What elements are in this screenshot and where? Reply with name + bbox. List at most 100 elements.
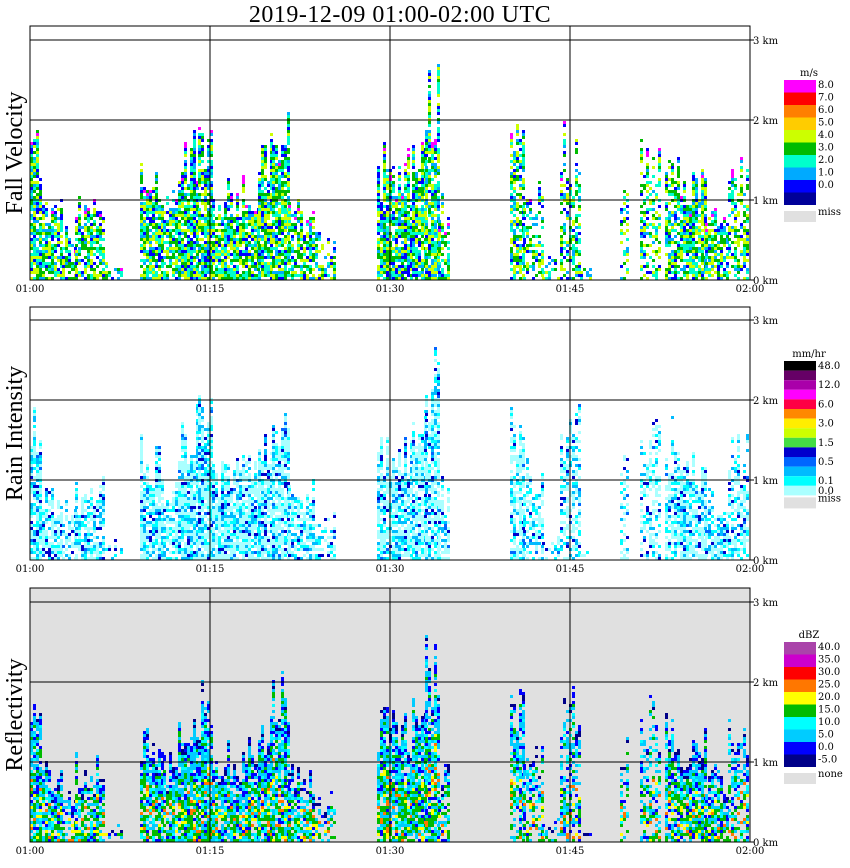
legend-label: 1.5 — [818, 438, 834, 449]
legend-label: 0.0 — [818, 486, 834, 497]
y-tick-label: 1 km — [753, 758, 779, 769]
x-tick-label: 02:00 — [736, 846, 765, 857]
legend-swatch — [784, 679, 816, 692]
legend-label: 6.0 — [818, 399, 834, 410]
legend-swatch — [784, 704, 816, 717]
legend-swatch — [784, 370, 816, 381]
legend-label: 2.0 — [818, 155, 834, 166]
legend-label: 1.0 — [818, 168, 834, 179]
x-tick-label: 01:45 — [556, 284, 585, 295]
legend-label: 0.1 — [818, 476, 834, 487]
legend-missing-label: none — [818, 769, 843, 780]
y-tick-label: 1 km — [753, 476, 779, 487]
legend-swatch — [784, 418, 816, 429]
legend-swatch — [784, 476, 816, 486]
legend-label: 5.0 — [818, 118, 834, 129]
y-tick-label: 0 km — [753, 556, 779, 567]
legend-missing-swatch — [784, 211, 816, 222]
y-tick-label: 2 km — [753, 396, 779, 407]
legend-label: 15.0 — [818, 705, 840, 716]
legend-swatch — [784, 729, 816, 742]
figure-title: 2019-12-09 01:00-02:00 UTC — [248, 2, 552, 28]
x-tick-label: 01:15 — [196, 846, 225, 857]
legend-unit: m/s — [800, 68, 818, 79]
legend-label: 8.0 — [818, 80, 834, 91]
legend-label: 0.0 — [818, 742, 834, 753]
legend-swatch — [784, 466, 816, 477]
legend-swatch — [784, 642, 816, 655]
x-tick-label: 01:00 — [16, 284, 45, 295]
legend-swatch — [784, 167, 816, 180]
row-label: Reflectivity — [2, 658, 28, 771]
legend-label: 25.0 — [818, 680, 840, 691]
legend-swatch — [784, 180, 816, 193]
legend-label: 3.0 — [818, 419, 834, 430]
y-tick-label: 2 km — [753, 678, 779, 689]
legend-swatch — [784, 142, 816, 155]
y-tick-label: 3 km — [753, 316, 779, 327]
legend-swatch — [784, 105, 816, 118]
legend-swatch — [784, 399, 816, 409]
legend-label: 35.0 — [818, 655, 840, 666]
legend-label: 40.0 — [818, 642, 840, 653]
plot-frame — [29, 306, 751, 561]
panel-fall-velocity: 0 km 1 km 2 km 3 km 01:00 01:15 01:30 01:45 02:0… — [2, 25, 841, 295]
legend-swatch — [784, 155, 816, 168]
legend-swatch — [784, 130, 816, 143]
data-field — [30, 347, 749, 560]
legend-swatch — [784, 409, 816, 419]
legend-swatch — [784, 437, 816, 448]
legend-unit: mm/hr — [792, 349, 826, 360]
row-label: Rain Intensity — [2, 366, 28, 501]
y-tick-label: 3 km — [753, 36, 779, 47]
legend-swatch — [784, 754, 816, 767]
x-tick-label: 01:30 — [376, 284, 405, 295]
y-tick-label: 1 km — [753, 196, 779, 207]
x-tick-label: 01:15 — [196, 284, 225, 295]
x-tick-label: 01:00 — [16, 564, 45, 575]
legend-label: 0.5 — [818, 457, 834, 468]
legend-swatch — [784, 654, 816, 667]
plot-frame — [29, 587, 751, 843]
x-tick-label: 01:30 — [376, 846, 405, 857]
y-tick-label: 2 km — [753, 116, 779, 127]
legend-label: 10.0 — [818, 717, 840, 728]
legend-label: 4.0 — [818, 130, 834, 141]
x-tick-label: 01:15 — [196, 564, 225, 575]
x-tick-label: 02:00 — [736, 284, 765, 295]
legend-missing-swatch — [784, 773, 816, 784]
x-tick-label: 01:45 — [556, 846, 585, 857]
legend-label: 7.0 — [818, 93, 834, 104]
data-field — [30, 64, 749, 280]
legend-swatch — [784, 447, 816, 457]
panel-rain-intensity: 0 km 1 km 2 km 3 km 01:00 01:15 01:30 01:45 02:0… — [2, 306, 841, 575]
legend-unit: dBZ — [799, 630, 820, 641]
legend-label: 5.0 — [818, 730, 834, 741]
legend-swatch — [784, 117, 816, 130]
x-tick-label: 01:45 — [556, 564, 585, 575]
legend-swatch — [784, 192, 816, 205]
panel-reflectivity: 0 km 1 km 2 km 3 km 01:00 01:15 01:30 01:45 02:0… — [2, 587, 843, 857]
legend-swatch — [784, 667, 816, 680]
legend-label: 48.0 — [818, 361, 840, 372]
y-tick-label: 0 km — [753, 276, 779, 287]
legend-swatch — [784, 92, 816, 105]
legend-swatch — [784, 742, 816, 755]
legend-swatch — [784, 80, 816, 93]
x-tick-label: 01:30 — [376, 564, 405, 575]
legend-missing-label: miss — [818, 207, 841, 218]
legend-label: 0.0 — [818, 180, 834, 191]
legend-label: 12.0 — [818, 380, 840, 391]
colorbar-legend: m/s8.0 7.06.0 5.04.0 3.02.0 1.00.0 miss — [784, 68, 841, 222]
legend-label: 6.0 — [818, 105, 834, 116]
legend-swatch — [784, 389, 816, 400]
legend-label: 3.0 — [818, 143, 834, 154]
legend-swatch — [784, 485, 816, 496]
x-tick-label: 01:00 — [16, 846, 45, 857]
y-tick-label: 0 km — [753, 838, 779, 849]
legend-missing-swatch — [784, 497, 816, 509]
legend-swatch — [784, 457, 816, 467]
